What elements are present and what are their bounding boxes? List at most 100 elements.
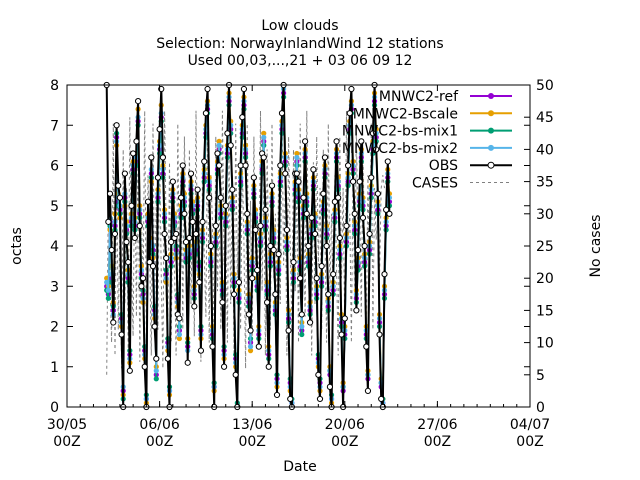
data-point — [346, 110, 353, 117]
data-point — [268, 182, 276, 189]
data-point — [141, 363, 148, 370]
y-tick-label: 4 — [50, 239, 59, 255]
data-point — [333, 138, 340, 145]
data-point — [354, 246, 362, 254]
data-point — [368, 174, 375, 181]
data-point — [229, 186, 236, 193]
data-point — [128, 202, 135, 209]
data-point — [364, 387, 372, 394]
data-point — [261, 134, 267, 140]
y2-tick-label: 10 — [536, 336, 554, 352]
data-point — [345, 162, 352, 169]
data-point — [351, 210, 358, 217]
data-point — [247, 348, 254, 354]
data-point — [250, 174, 257, 181]
series-cases — [106, 110, 387, 375]
data-point — [110, 319, 117, 326]
data-point — [179, 162, 186, 169]
legend-swatch-marker — [488, 93, 494, 99]
data-point — [384, 158, 391, 165]
data-point — [163, 254, 170, 262]
data-point — [361, 242, 368, 250]
y-tick-label: 5 — [50, 199, 59, 215]
data-point — [270, 246, 277, 254]
x-tick-label-date: 20/06 — [325, 417, 365, 433]
data-point — [260, 154, 267, 161]
series-obs — [103, 81, 393, 411]
data-point — [216, 142, 222, 148]
legend-entry: MNWC2-ref — [379, 89, 512, 105]
data-point — [311, 230, 319, 238]
data-point — [184, 359, 191, 366]
data-point — [159, 154, 167, 161]
data-point — [305, 242, 312, 250]
legend-entry: MNWC2-bs-mix1 — [342, 124, 512, 140]
y2-tick-label: 50 — [536, 78, 554, 94]
data-point — [376, 331, 383, 338]
data-point — [358, 138, 365, 145]
y2-tick-label: 5 — [536, 368, 545, 384]
y2-tick-label: 40 — [536, 142, 554, 158]
data-point — [201, 158, 208, 165]
data-point — [206, 194, 213, 201]
data-point — [197, 347, 205, 354]
data-point — [353, 307, 360, 314]
data-point — [187, 170, 195, 177]
x-tick-label-time: 00Z — [146, 434, 173, 450]
data-point — [265, 363, 272, 370]
data-point — [330, 271, 337, 278]
x-tick-label-time: 00Z — [424, 434, 451, 450]
data-point — [106, 190, 114, 197]
x-tick-label-time: 00Z — [331, 434, 358, 450]
data-point — [176, 315, 183, 322]
data-point — [177, 194, 185, 201]
legend-label: MNWC2-ref — [379, 89, 459, 105]
data-point — [277, 162, 284, 169]
legend-label: CASES — [412, 176, 458, 192]
data-point — [131, 234, 138, 242]
data-point — [214, 150, 221, 157]
legend-entry: OBS — [429, 158, 512, 174]
data-point — [139, 275, 147, 282]
data-point — [235, 279, 243, 286]
data-point — [239, 114, 246, 121]
y2-axis-label: No cases — [588, 215, 604, 278]
data-point — [349, 178, 357, 185]
data-point — [247, 327, 254, 334]
data-point — [199, 218, 206, 225]
x-tick-label-date: 13/06 — [232, 417, 272, 433]
data-point — [245, 311, 252, 318]
data-point — [113, 122, 120, 129]
data-point — [326, 383, 334, 390]
data-point — [224, 130, 231, 137]
data-point — [247, 344, 254, 350]
data-point — [261, 130, 267, 136]
data-point — [242, 162, 249, 169]
data-point — [275, 250, 282, 258]
y-tick-label: 8 — [50, 78, 59, 94]
data-point — [294, 154, 300, 161]
y2-tick-label: 15 — [536, 303, 554, 319]
data-point — [204, 85, 211, 93]
data-point — [222, 202, 229, 209]
data-point — [294, 150, 300, 157]
data-point — [176, 331, 183, 338]
data-point — [299, 331, 305, 338]
data-point — [168, 238, 175, 246]
data-point — [156, 126, 163, 133]
data-point — [237, 162, 244, 169]
data-point — [161, 230, 168, 238]
data-point — [173, 230, 180, 238]
data-point — [299, 323, 305, 330]
legend-label: MNWC2-bs-mix2 — [342, 141, 458, 157]
data-point — [366, 230, 373, 238]
data-point — [219, 299, 226, 306]
data-point — [153, 376, 159, 382]
data-point — [220, 363, 228, 370]
data-point — [356, 178, 363, 185]
data-point — [310, 166, 317, 173]
data-point — [262, 206, 269, 213]
y2-tick-label: 30 — [536, 207, 554, 223]
y-tick-label: 2 — [50, 320, 59, 336]
